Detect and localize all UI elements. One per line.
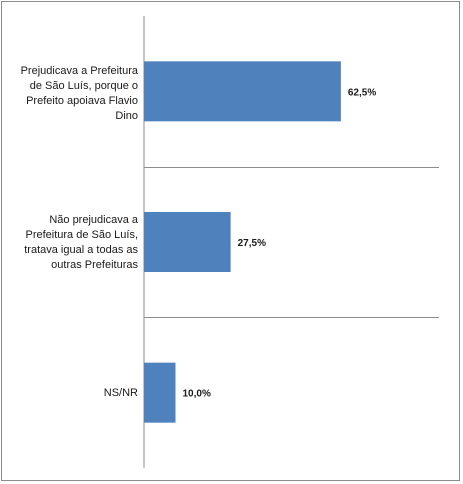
data-label-1: 27,5% bbox=[238, 238, 266, 249]
category-label-nao-prejudicava: Não prejudicava a Prefeitura de São Luís… bbox=[24, 214, 138, 271]
category-label-ns-nr: NS/NR bbox=[103, 387, 138, 399]
category-label-prejudicava: Prejudicava a Prefeitura de São Luís, po… bbox=[20, 65, 138, 122]
bar-1 bbox=[144, 212, 231, 272]
data-label-0: 62,5% bbox=[348, 87, 376, 98]
bar-0 bbox=[144, 61, 341, 122]
data-label-2: 10,0% bbox=[183, 389, 211, 400]
bar-2 bbox=[144, 362, 176, 423]
